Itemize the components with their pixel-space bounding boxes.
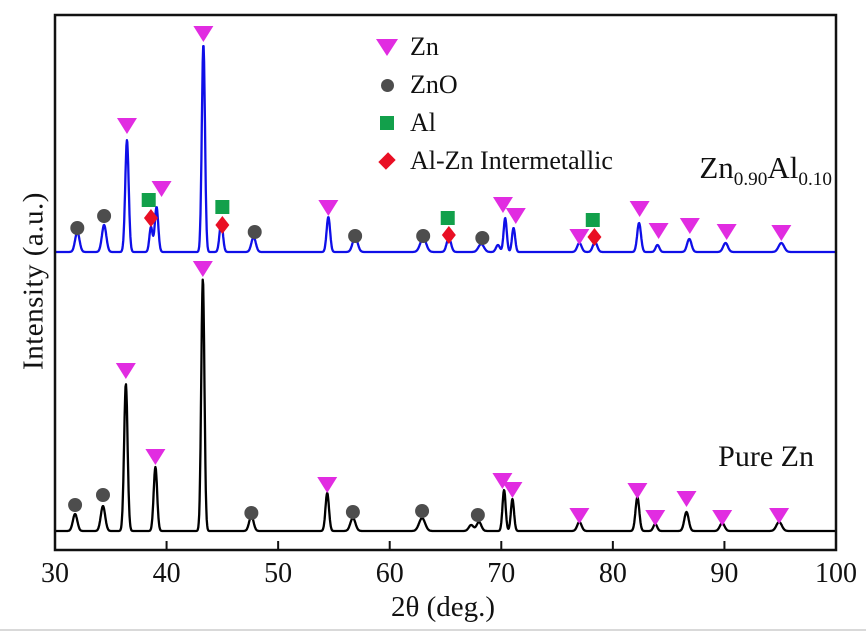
zno-marker [416,229,431,243]
alzn-marker [143,209,158,227]
zno-marker [348,229,363,243]
series-label-pure-zn: Pure Zn [718,440,814,473]
al-marker [141,193,156,207]
zn-marker [505,208,526,224]
zn-marker [502,482,523,498]
legend-item-zn: Zn [372,28,613,66]
y-axis-label: Intensity (a.u.) [17,192,50,370]
alzn-marker [441,226,456,244]
alzn-marker [215,216,230,234]
zno-marker [415,504,430,518]
zn-marker [648,223,669,239]
x-tick-label: 40 [153,558,181,589]
zn-marker [679,218,700,234]
zno-marker [345,505,360,519]
zno-marker [97,209,112,223]
legend-item-zno: ZnO [372,66,613,104]
zn-marker [769,508,790,524]
zn-marker [492,197,513,213]
zno-marker [70,221,85,235]
x-tick-label: 70 [487,558,515,589]
zn-marker [115,363,136,379]
series-label-zn090al010: Zn0.90Al0.10 [699,150,832,191]
al-square-icon [372,116,402,130]
zn-marker [317,477,338,493]
zn-triangle-icon [372,38,402,56]
zn-marker [151,181,172,197]
zno-marker [244,506,259,520]
x-tick-label: 30 [41,558,69,589]
zno-marker [247,225,262,239]
al-marker [215,200,230,214]
zno-marker [475,231,490,245]
legend-item-al: Al [372,104,613,142]
zn-marker [627,483,648,499]
zn-marker [116,118,137,134]
x-axis-label: 2θ (deg.) [390,591,496,623]
zn-marker [645,510,666,526]
trace-1 [54,278,837,533]
alzn-diamond-icon [372,152,402,170]
x-tick-label: 100 [815,558,857,589]
x-tick-label: 60 [376,558,404,589]
legend: Zn ZnO Al Al-Zn Intermetallic [372,28,613,180]
zn-marker [712,510,733,526]
zno-marker [470,508,485,522]
zn-marker [569,229,590,245]
x-tick-label: 90 [710,558,738,589]
zn-marker [569,508,590,524]
legend-label: ZnO [410,70,458,99]
zn-marker [192,261,213,277]
legend-label: Al [410,108,436,137]
zn-marker [676,491,697,507]
al-marker [585,213,600,227]
legend-label: Al-Zn Intermetallic [410,146,613,175]
trace-0 [54,44,837,254]
zn-marker [629,201,650,217]
zn-marker [771,225,792,241]
zno-marker [95,488,110,502]
zn-marker [492,473,513,489]
legend-label: Zn [410,32,439,61]
al-marker [440,211,455,225]
zno-circle-icon [372,78,402,92]
alzn-marker [587,228,602,246]
zn-marker [145,449,166,465]
zn-marker [193,26,214,42]
legend-item-alzn: Al-Zn Intermetallic [372,142,613,180]
plot-border [53,13,838,552]
zn-marker [716,224,737,240]
x-tick-label: 50 [264,558,292,589]
zno-marker [68,498,83,512]
zn-marker [318,200,339,216]
x-tick-label: 80 [599,558,627,589]
page-bottom-divider [0,629,866,631]
